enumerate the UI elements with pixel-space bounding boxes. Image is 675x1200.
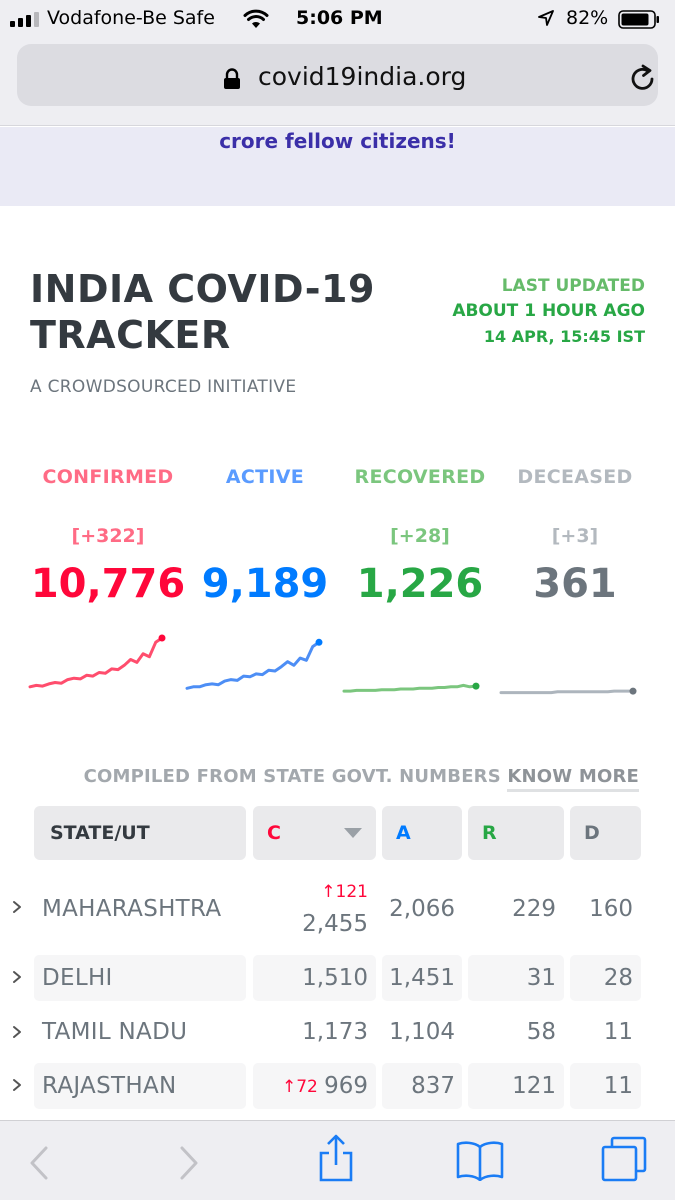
stat-label: DECEASED	[517, 466, 633, 488]
chevron-right-icon[interactable]	[9, 1077, 25, 1093]
confirmed-delta: ↑72	[282, 1077, 318, 1097]
sparkline-path	[28, 636, 164, 689]
deceased-count: 11	[603, 1019, 633, 1045]
deceased-sparkline	[499, 687, 637, 695]
battery-percent: 82%	[566, 7, 609, 29]
share-icon[interactable]	[317, 1133, 355, 1183]
column-header-recovered[interactable]: R	[468, 806, 564, 860]
sparkline-path	[499, 689, 635, 695]
stat-label: ACTIVE	[225, 466, 305, 488]
chevron-right-icon[interactable]	[9, 969, 25, 985]
chevron-right-icon[interactable]	[9, 1024, 25, 1040]
page-title: INDIA COVID-19 TRACKER	[30, 266, 410, 358]
reload-icon[interactable]	[628, 64, 658, 94]
recovered-count: 229	[512, 896, 556, 922]
stat-recovered: RECOVERED [+28] 1,226	[341, 466, 499, 611]
back-icon[interactable]	[28, 1145, 50, 1181]
banner-text: crore fellow citizens!	[219, 129, 456, 153]
confirmed-sparkline	[28, 634, 166, 689]
sparkline-endpoint	[629, 687, 637, 695]
compiled-text: COMPILED FROM STATE GOVT. NUMBERS	[83, 766, 501, 787]
title-line-2: TRACKER	[30, 313, 231, 357]
table-row[interactable]: MAHARASHTRA ↑121 2,455 2,066 229 160	[0, 880, 675, 948]
stat-value: 10,776	[30, 561, 186, 607]
recovered-count: 58	[526, 1019, 556, 1045]
active-sparkline	[185, 638, 323, 690]
stat-value: 1,226	[356, 561, 484, 607]
last-updated-relative: ABOUT 1 HOUR AGO	[452, 301, 645, 321]
last-updated: LAST UPDATED ABOUT 1 HOUR AGO 14 APR, 15…	[452, 274, 645, 349]
battery-icon	[618, 10, 659, 29]
tabs-icon[interactable]	[600, 1135, 648, 1183]
stat-deceased: DECEASED [+3] 361	[496, 466, 654, 611]
clock: 5:06 PM	[296, 7, 383, 29]
bookmarks-icon[interactable]	[455, 1139, 505, 1181]
stat-label: CONFIRMED	[42, 466, 174, 488]
column-header-active[interactable]: A	[382, 806, 462, 860]
signal-icon	[10, 11, 39, 27]
page-subtitle: A CROWDSOURCED INITIATIVE	[30, 377, 297, 397]
stat-active: ACTIVE 9,189	[186, 466, 344, 611]
sparkline-path	[342, 683, 478, 693]
sort-desc-icon	[344, 828, 362, 838]
carrier-name: Vodafone-Be Safe	[47, 7, 215, 29]
last-updated-date: 14 APR, 15:45 IST	[483, 327, 645, 346]
state-name: MAHARASHTRA	[42, 896, 222, 922]
active-count: 1,104	[389, 1019, 455, 1045]
lock-icon	[224, 68, 240, 89]
last-updated-label: LAST UPDATED	[501, 276, 645, 296]
recovered-count: 121	[512, 1073, 556, 1099]
wifi-icon	[243, 9, 269, 28]
column-header-confirmed[interactable]: C	[253, 806, 376, 860]
table-row[interactable]: DELHI 1,510 1,451 31 28	[0, 955, 675, 1001]
recovered-sparkline	[342, 682, 480, 693]
active-count: 2,066	[389, 896, 455, 922]
deceased-count: 160	[589, 896, 633, 922]
title-line-1: INDIA COVID-19	[30, 267, 375, 311]
confirmed-delta: ↑121	[321, 882, 368, 902]
stat-delta: [+28]	[390, 525, 450, 547]
url-text: covid19india.org	[258, 62, 467, 91]
confirmed-count: 1,173	[302, 1019, 368, 1045]
active-count: 837	[411, 1073, 455, 1099]
state-name: DELHI	[42, 965, 113, 991]
announcement-banner: crore fellow citizens!	[0, 127, 675, 206]
sparkline-endpoint	[472, 682, 480, 690]
location-arrow-icon	[538, 10, 554, 26]
confirmed-count: 1,510	[302, 965, 368, 991]
stat-delta: [+322]	[71, 525, 145, 547]
recovered-count: 31	[526, 965, 556, 991]
sparkline-endpoint	[158, 634, 166, 642]
state-name: TAMIL NADU	[42, 1019, 188, 1045]
deceased-count: 28	[603, 965, 633, 991]
stat-value: 9,189	[201, 561, 329, 607]
confirmed-count: 2,455	[302, 911, 368, 937]
column-header-deceased[interactable]: D	[570, 806, 641, 860]
know-more-link[interactable]: KNOW MORE	[507, 766, 639, 792]
confirmed-count: 969	[324, 1073, 368, 1099]
stat-label: RECOVERED	[354, 466, 486, 488]
table-row[interactable]: TAMIL NADU 1,173 1,104 58 11	[0, 1010, 675, 1056]
stat-delta	[186, 525, 344, 555]
forward-icon[interactable]	[178, 1145, 200, 1181]
column-header-state[interactable]: STATE/UT	[34, 806, 246, 860]
active-count: 1,451	[389, 965, 455, 991]
browser-toolbar	[0, 1120, 675, 1200]
status-bar: Vodafone-Be Safe 5:06 PM 82%	[0, 0, 675, 38]
compiled-note: COMPILED FROM STATE GOVT. NUMBERS KNOW M…	[83, 766, 639, 792]
stat-confirmed: CONFIRMED [+322] 10,776	[29, 466, 187, 611]
chevron-right-icon[interactable]	[9, 899, 25, 915]
stat-value: 361	[533, 561, 617, 607]
url-field[interactable]: covid19india.org	[17, 44, 658, 106]
table-row[interactable]: RAJASTHAN ↑72 969 837 121 11	[0, 1063, 675, 1109]
sparkline-path	[185, 640, 321, 690]
browser-address-bar: covid19india.org	[0, 38, 675, 126]
state-name: RAJASTHAN	[42, 1073, 177, 1099]
stat-delta: [+3]	[551, 525, 599, 547]
sparkline-endpoint	[315, 638, 323, 646]
deceased-count: 11	[603, 1073, 633, 1099]
column-header-label: C	[267, 822, 281, 844]
